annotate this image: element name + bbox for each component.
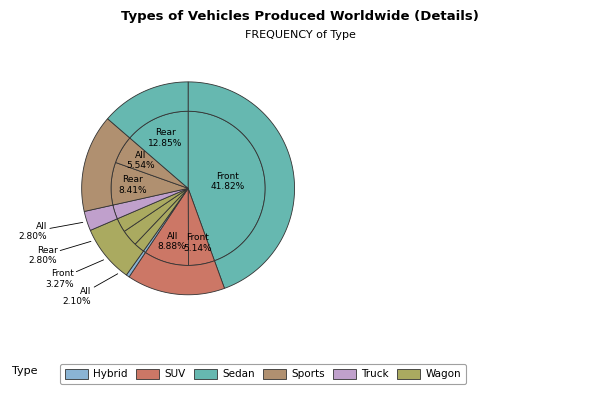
Text: Types of Vehicles Produced Worldwide (Details): Types of Vehicles Produced Worldwide (De… bbox=[121, 10, 479, 23]
Polygon shape bbox=[188, 82, 295, 288]
Polygon shape bbox=[91, 219, 143, 275]
Polygon shape bbox=[130, 111, 188, 188]
Polygon shape bbox=[188, 111, 265, 261]
Polygon shape bbox=[129, 252, 224, 295]
Polygon shape bbox=[111, 162, 188, 205]
Legend: Hybrid, SUV, Sedan, Sports, Truck, Wagon: Hybrid, SUV, Sedan, Sports, Truck, Wagon bbox=[60, 364, 466, 384]
Polygon shape bbox=[113, 188, 188, 219]
Text: All
5.54%: All 5.54% bbox=[126, 151, 154, 170]
Polygon shape bbox=[124, 188, 188, 244]
Polygon shape bbox=[116, 138, 188, 188]
Polygon shape bbox=[188, 188, 214, 266]
Polygon shape bbox=[82, 119, 130, 212]
Polygon shape bbox=[135, 188, 188, 251]
Text: All
2.10%: All 2.10% bbox=[63, 274, 118, 306]
Polygon shape bbox=[118, 188, 188, 232]
Polygon shape bbox=[84, 205, 118, 230]
Polygon shape bbox=[145, 188, 188, 266]
Text: All
8.88%: All 8.88% bbox=[158, 232, 187, 251]
Polygon shape bbox=[107, 82, 188, 138]
Text: Rear
2.80%: Rear 2.80% bbox=[29, 241, 91, 265]
Text: Front
5.14%: Front 5.14% bbox=[184, 233, 212, 253]
Text: Rear
12.85%: Rear 12.85% bbox=[148, 128, 182, 148]
Text: Type: Type bbox=[12, 366, 37, 376]
Text: Front
41.82%: Front 41.82% bbox=[211, 172, 245, 191]
Polygon shape bbox=[143, 188, 188, 252]
Polygon shape bbox=[127, 251, 145, 277]
Text: Front
3.27%: Front 3.27% bbox=[45, 260, 104, 289]
Text: FREQUENCY of Type: FREQUENCY of Type bbox=[245, 30, 355, 40]
Text: All
2.80%: All 2.80% bbox=[19, 222, 83, 241]
Text: Rear
8.41%: Rear 8.41% bbox=[118, 175, 147, 195]
